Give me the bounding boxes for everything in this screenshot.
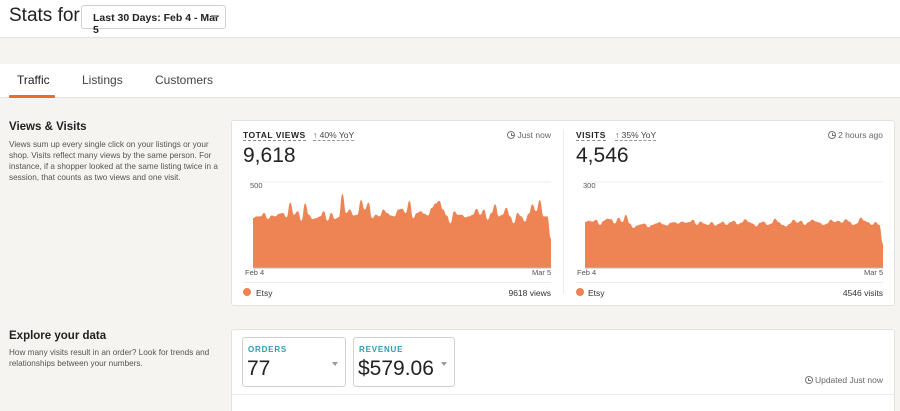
visits-legend-label: Etsy bbox=[588, 288, 605, 298]
visits-updated: 2 hours ago bbox=[793, 130, 883, 140]
visits-label[interactable]: VISITS bbox=[576, 130, 606, 141]
clock-icon bbox=[804, 376, 813, 384]
total-views-label[interactable]: TOTAL VIEWS bbox=[243, 130, 306, 141]
arrow-up-icon: ↑ bbox=[313, 130, 320, 140]
total-views-updated-text: Just now bbox=[517, 130, 551, 140]
tab-bar: Traffic Listings Customers bbox=[0, 64, 900, 98]
visits-legend-divider bbox=[576, 282, 883, 283]
views-y-tick: 500 bbox=[250, 181, 263, 190]
chevron-down-icon bbox=[212, 15, 218, 19]
revenue-metric-select[interactable]: REVENUE $579.06 bbox=[353, 337, 455, 387]
tab-customers[interactable]: Customers bbox=[155, 73, 214, 87]
header-bar: Stats for Last 30 Days: Feb 4 - Mar 5 bbox=[0, 0, 900, 38]
tab-traffic[interactable]: Traffic bbox=[17, 73, 50, 87]
visits-x-end: Mar 5 bbox=[864, 268, 884, 277]
visits-y-tick: 300 bbox=[583, 181, 596, 190]
views-area-chart bbox=[253, 181, 551, 269]
visits-x-start: Feb 4 bbox=[577, 268, 597, 277]
clock-icon bbox=[507, 131, 516, 139]
views-visits-title: Views & Visits bbox=[9, 121, 87, 133]
views-legend-divider bbox=[243, 282, 551, 283]
views-legend-dot bbox=[243, 288, 251, 296]
chevron-down-icon bbox=[332, 362, 338, 366]
explore-title: Explore your data bbox=[9, 330, 107, 342]
explore-divider bbox=[232, 394, 894, 395]
visits-area-chart bbox=[585, 181, 883, 269]
orders-label: ORDERS bbox=[248, 345, 288, 354]
page-title: Stats for bbox=[9, 5, 80, 26]
total-views-yoy-value: 40% YoY bbox=[319, 130, 355, 140]
visits-series-etsy bbox=[585, 215, 883, 268]
active-tab-indicator bbox=[9, 95, 55, 98]
card-divider bbox=[563, 129, 564, 294]
visits-yoy-value: 35% YoY bbox=[621, 130, 657, 140]
visits-legend-dot bbox=[576, 288, 584, 296]
explore-updated-text: Updated Just now bbox=[814, 375, 883, 385]
arrow-up-icon: ↑ bbox=[615, 130, 622, 140]
date-range-value: Last 30 Days: Feb 4 - Mar 5 bbox=[93, 12, 220, 36]
visits-legend-total: 4546 visits bbox=[842, 288, 883, 298]
visits-yoy[interactable]: ↑ 35% YoY bbox=[615, 130, 657, 141]
total-views-updated: Just now bbox=[470, 130, 551, 140]
explore-updated: Updated Just now bbox=[763, 375, 883, 385]
total-views-value: 9,618 bbox=[243, 144, 296, 167]
chevron-down-icon bbox=[441, 362, 447, 366]
clock-icon bbox=[828, 131, 837, 139]
views-legend-label: Etsy bbox=[256, 288, 273, 298]
revenue-value: $579.06 bbox=[358, 357, 434, 380]
views-legend-total: 9618 views bbox=[508, 288, 551, 298]
revenue-label: REVENUE bbox=[359, 345, 404, 354]
views-x-start: Feb 4 bbox=[245, 268, 265, 277]
explore-description: How many visits result in an order? Look… bbox=[9, 348, 210, 368]
visits-value: 4,546 bbox=[576, 144, 629, 167]
tab-listings[interactable]: Listings bbox=[82, 73, 123, 87]
orders-value: 77 bbox=[247, 357, 271, 380]
date-range-select[interactable]: Last 30 Days: Feb 4 - Mar 5 bbox=[81, 5, 226, 36]
views-x-end: Mar 5 bbox=[532, 268, 552, 277]
views-series-etsy bbox=[253, 194, 551, 268]
orders-metric-select[interactable]: ORDERS 77 bbox=[242, 337, 346, 387]
visits-updated-text: 2 hours ago bbox=[838, 130, 883, 140]
views-visits-description: Views sum up every single click on your … bbox=[9, 140, 218, 182]
total-views-yoy[interactable]: ↑ 40% YoY bbox=[313, 130, 355, 141]
